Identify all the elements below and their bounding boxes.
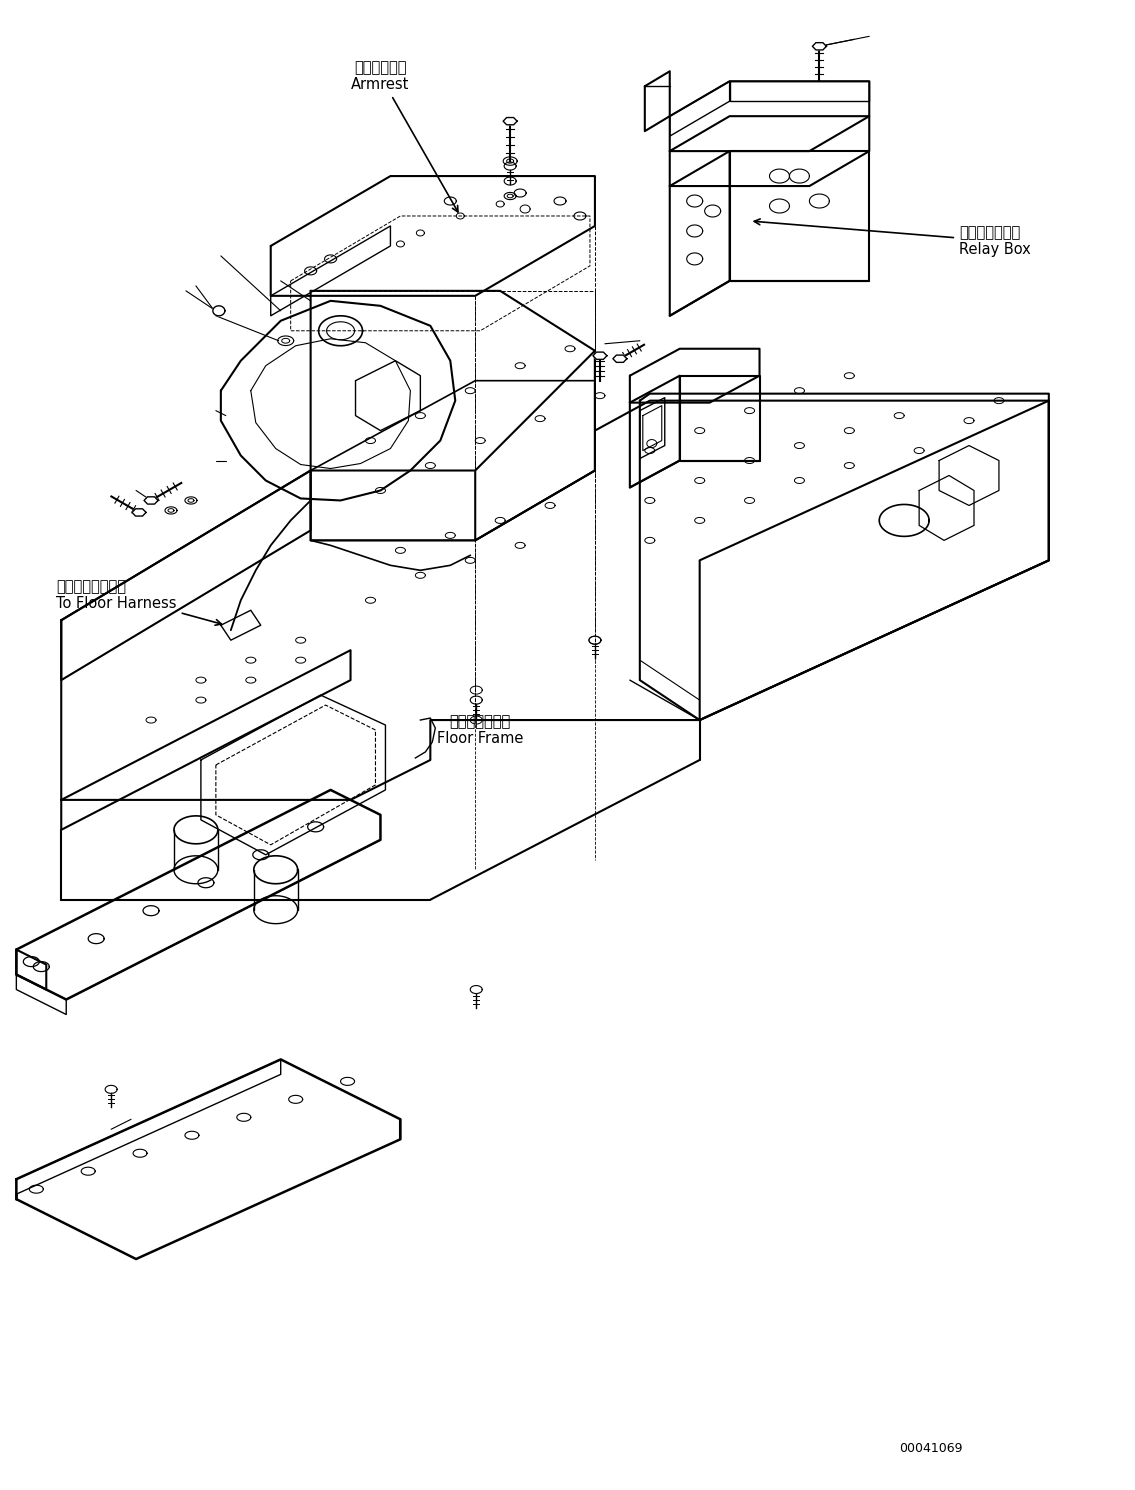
- Polygon shape: [476, 350, 595, 541]
- Polygon shape: [613, 355, 627, 362]
- Polygon shape: [132, 508, 146, 516]
- Text: アームレスト
Armrest: アームレスト Armrest: [351, 60, 457, 212]
- Text: フロアハーネスへ
To Floor Harness: フロアハーネスへ To Floor Harness: [57, 580, 221, 626]
- Polygon shape: [213, 305, 225, 316]
- Text: リレーボックス
Relay Box: リレーボックス Relay Box: [754, 219, 1031, 258]
- Polygon shape: [813, 43, 826, 51]
- Polygon shape: [592, 352, 607, 359]
- Text: 00041069: 00041069: [899, 1442, 962, 1456]
- Text: フロアフレーム
Floor Frame: フロアフレーム Floor Frame: [437, 714, 523, 746]
- Polygon shape: [144, 496, 158, 504]
- Polygon shape: [503, 118, 518, 125]
